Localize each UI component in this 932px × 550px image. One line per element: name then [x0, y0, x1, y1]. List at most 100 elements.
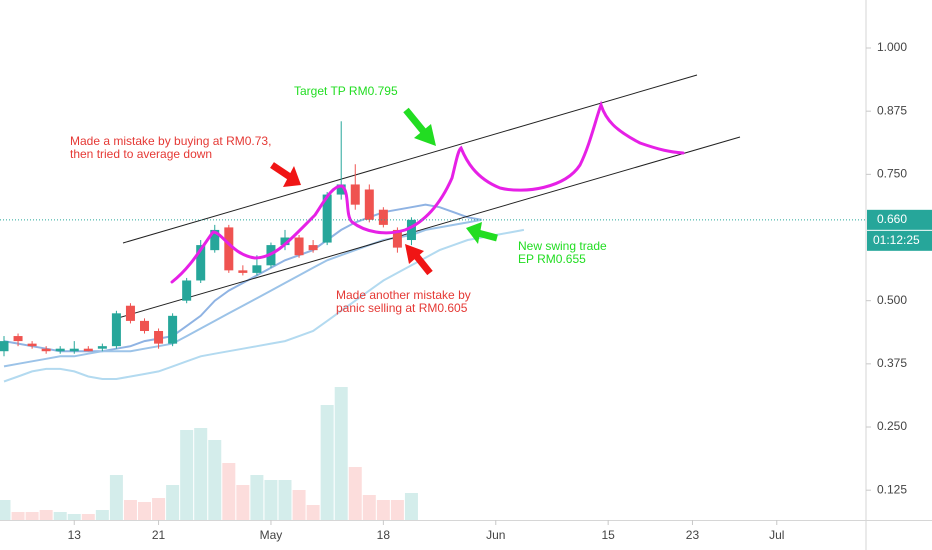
- volume-bar: [404, 493, 418, 520]
- volume-bar: [208, 440, 222, 520]
- volume-bar: [292, 490, 306, 520]
- candle-body: [168, 315, 178, 344]
- volume-bar: [123, 500, 137, 520]
- volume-bar: [362, 495, 376, 520]
- volume-bar: [25, 512, 39, 520]
- moving-average: [3, 218, 482, 368]
- annotation-text: Made another mistake by: [336, 288, 471, 302]
- candle-body: [406, 219, 416, 241]
- candle-body: [140, 320, 150, 332]
- freehand-path: [170, 100, 685, 284]
- candle-body: [182, 280, 192, 301]
- moving-average: [3, 228, 525, 383]
- volume-bar: [109, 475, 123, 520]
- last-price-label: 0.660: [877, 212, 907, 226]
- volume-bar: [81, 514, 95, 520]
- candle-body: [111, 313, 121, 347]
- candle-body: [41, 348, 51, 352]
- candle-body: [252, 265, 262, 273]
- arrow-green-2: [466, 222, 498, 244]
- x-tick-label: 18: [377, 528, 391, 542]
- candle-body: [97, 346, 107, 349]
- volume-bar: [152, 498, 166, 520]
- y-tick-label: 0.750: [877, 167, 907, 181]
- candle-body: [13, 336, 23, 342]
- annotation-text: then tried to average down: [70, 147, 212, 161]
- candle-body: [210, 229, 220, 251]
- y-tick-label: 0.125: [877, 482, 907, 496]
- volume-bar: [39, 510, 53, 520]
- axes: 0.125 0.250 0.375 0.500 0.750 0.875 1.000 13 21 M…: [0, 40, 932, 542]
- y-tick-label: 0.250: [877, 419, 907, 433]
- arrow-red-1: [270, 162, 301, 187]
- volume-bar: [138, 502, 152, 520]
- candle-body: [322, 194, 332, 243]
- candle-body: [350, 184, 360, 205]
- candle-body: [55, 348, 65, 352]
- arrow-green-1: [403, 107, 436, 146]
- volume-bar: [67, 514, 81, 520]
- volume-bar: [222, 463, 236, 520]
- candle-body: [83, 348, 93, 352]
- candle-body: [0, 341, 9, 352]
- candle-body: [378, 209, 388, 225]
- moving-average: [3, 203, 482, 353]
- arrow-red-2: [405, 244, 433, 276]
- volume-pane: [0, 387, 418, 520]
- candle-body: [238, 270, 248, 273]
- y-tick-label: 0.875: [877, 103, 907, 117]
- candle-body: [294, 237, 304, 256]
- volume-bar: [348, 467, 362, 520]
- x-tick-label: Jun: [486, 528, 505, 542]
- x-tick-label: 15: [601, 528, 615, 542]
- x-tick-label: 23: [686, 528, 700, 542]
- annotations: Target TP RM0.795 Made a mistake by buyin…: [70, 84, 607, 315]
- candle-body: [336, 184, 346, 195]
- volume-bar: [250, 475, 264, 520]
- volume-bar: [264, 480, 278, 520]
- x-tick-label: May: [260, 528, 283, 542]
- volume-bar: [180, 430, 194, 520]
- y-tick-label: 0.500: [877, 293, 907, 307]
- annotation-text: panic selling at RM0.605: [336, 301, 468, 315]
- candle-body: [392, 229, 402, 248]
- volume-bar: [11, 512, 25, 520]
- countdown-box: [867, 230, 932, 251]
- candle-body: [364, 189, 374, 220]
- volume-bar: [334, 387, 348, 520]
- volume-bar: [376, 500, 390, 520]
- volume-bar: [320, 405, 334, 520]
- volume-bar: [194, 428, 208, 520]
- volume-bar: [306, 505, 320, 520]
- volume-bar: [278, 480, 292, 520]
- candle-body: [69, 348, 79, 352]
- annotation-text: Target TP RM0.795: [294, 84, 398, 98]
- volume-bar: [53, 512, 67, 520]
- y-tick-label: 0.375: [877, 356, 907, 370]
- annotation-text: New swing trade: [518, 239, 607, 253]
- candle-body: [27, 343, 37, 347]
- candle-body: [308, 245, 318, 251]
- moving-averages: [3, 203, 525, 383]
- volume-bar: [95, 510, 109, 520]
- volume-bar: [166, 485, 180, 520]
- candle-body: [224, 227, 234, 271]
- annotation-text: EP RM0.655: [518, 252, 586, 266]
- volume-bar: [236, 485, 250, 520]
- annotation-text: Made a mistake by buying at RM0.73,: [70, 134, 271, 148]
- channel-lower: [117, 136, 741, 319]
- candle-body: [280, 237, 290, 246]
- candle-body: [154, 331, 164, 344]
- volume-bar: [0, 500, 11, 520]
- countdown-label: 01:12:25: [873, 233, 920, 247]
- x-tick-label: Jul: [769, 528, 784, 542]
- candle-body: [125, 305, 135, 321]
- candles: [0, 121, 416, 357]
- y-tick-label: 1.000: [877, 40, 907, 54]
- volume-bar: [390, 500, 404, 520]
- x-tick-label: 21: [152, 528, 166, 542]
- x-tick-label: 13: [68, 528, 82, 542]
- last-price-box: [867, 209, 932, 230]
